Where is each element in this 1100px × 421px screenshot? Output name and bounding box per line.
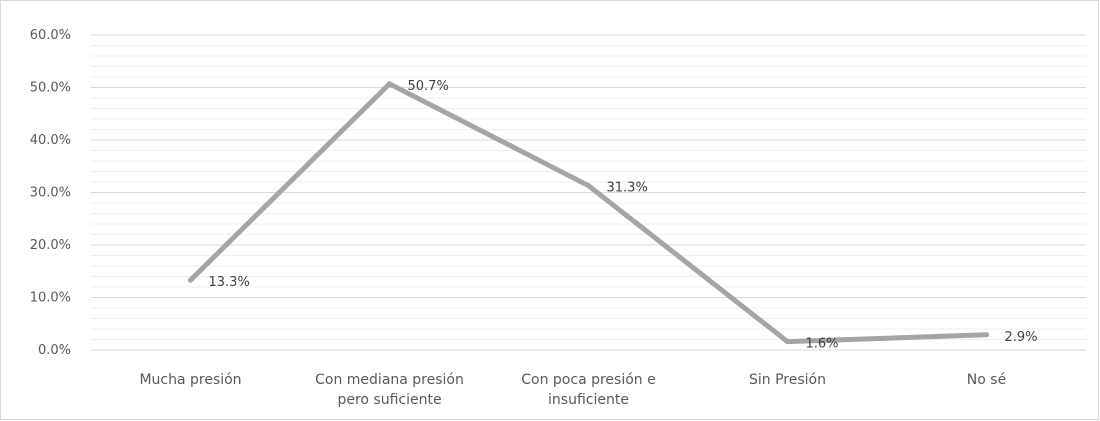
x-category-label: No sé [967,372,1006,388]
data-label: 31.3% [607,181,648,196]
data-point [586,183,591,189]
x-category-label: Mucha presión [139,372,241,388]
data-label: 2.9% [1005,330,1038,345]
x-category-label: Sin Presión [749,372,826,388]
data-label: 50.7% [408,79,449,94]
data-point [387,81,392,87]
x-category-label: Con mediana presión pero suficiente [315,372,464,408]
x-axis-labels: Mucha presión Con mediana presión pero suf… [139,372,1006,408]
gridlines [91,34,1086,351]
y-tick-label: 0.0% [38,343,71,358]
x-category-label: Con poca presión e insuficiente [521,372,655,408]
y-tick-label: 20.0% [30,238,71,253]
series-polyline [188,81,989,345]
data-point [188,277,193,283]
y-tick-label: 40.0% [30,133,71,148]
data-point [984,332,989,338]
data-labels: 13.3% 50.7% 31.3% 1.6% 2.9% [209,79,1038,352]
series-line [188,81,989,345]
data-label: 13.3% [209,275,250,290]
y-tick-label: 30.0% [30,186,71,201]
data-point [785,339,790,345]
y-tick-label: 60.0% [30,28,71,43]
y-tick-label: 10.0% [30,291,71,306]
data-label: 1.6% [806,337,839,352]
y-axis-labels: 0.0% 10.0% 20.0% 30.0% 40.0% 50.0% 60.0% [30,28,71,358]
y-tick-label: 50.0% [30,81,71,96]
